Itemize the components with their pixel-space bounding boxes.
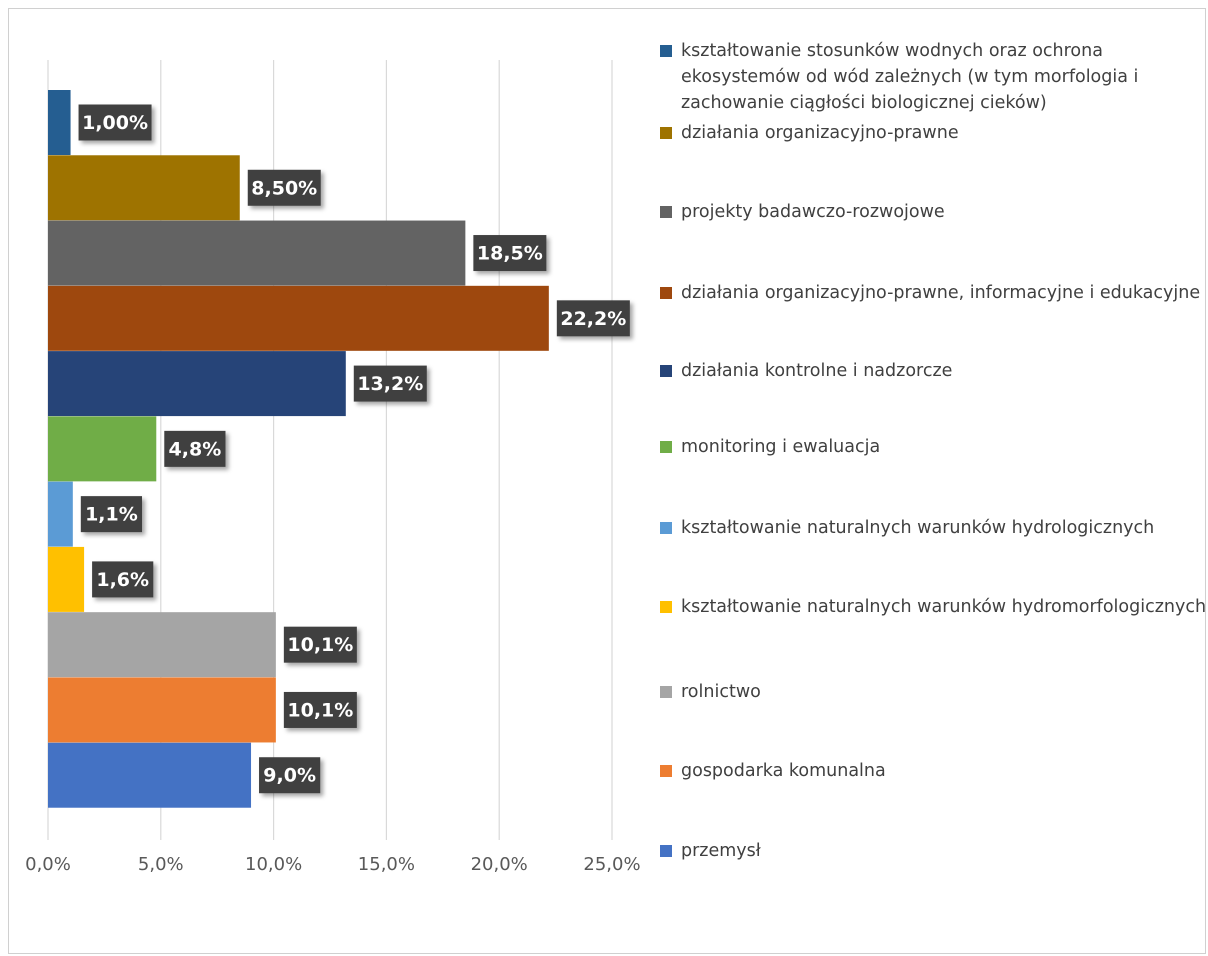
bar: [48, 351, 346, 417]
legend-swatch: [660, 365, 672, 377]
legend-swatch: [660, 845, 672, 857]
legend-label: kształtowanie naturalnych warunków hydro…: [681, 518, 1155, 538]
x-tick-label: 25,0%: [583, 854, 640, 875]
legend-label: kształtowanie stosunków wodnych oraz och…: [681, 41, 1139, 113]
legend-swatch: [660, 127, 672, 139]
bar: [48, 742, 252, 808]
data-label: 10,1%: [283, 691, 357, 728]
legend-swatch: [660, 601, 672, 613]
data-label-text: 18,5%: [477, 243, 543, 265]
bars: [48, 90, 549, 808]
data-label-box: [473, 235, 547, 272]
legend-swatch: [660, 287, 672, 299]
legend-item: kształtowanie stosunków wodnych oraz och…: [660, 38, 1208, 116]
data-label-text: 8,50%: [251, 177, 317, 199]
x-tick-label: 5,0%: [138, 854, 184, 875]
legend-item: działania organizacyjno-prawne, informac…: [660, 280, 1208, 306]
data-label-box: [164, 430, 226, 467]
legend: kształtowanie stosunków wodnych oraz och…: [660, 0, 1208, 956]
legend-swatch: [660, 45, 672, 57]
legend-item: kształtowanie naturalnych warunków hydro…: [660, 515, 1208, 541]
bar: [48, 220, 466, 286]
data-labels: 1,00% 8,50% 18,5% 22,2% 13,2% 4,8% 1,1% 1,6% 10,…: [78, 104, 630, 794]
bar: [48, 155, 240, 221]
legend-item: gospodarka komunalna: [660, 758, 1208, 784]
data-label: 22,2%: [556, 300, 630, 337]
data-label-box: [283, 691, 357, 728]
data-label-text: 9,0%: [263, 765, 316, 787]
data-label-text: 4,8%: [169, 438, 222, 460]
legend-swatch: [660, 686, 672, 698]
bar: [48, 285, 549, 351]
data-label-text: 1,00%: [82, 112, 148, 134]
data-label: 8,50%: [247, 169, 321, 206]
legend-label: gospodarka komunalna: [681, 761, 886, 781]
legend-swatch: [660, 522, 672, 534]
legend-swatch: [660, 206, 672, 218]
data-label-box: [78, 104, 152, 141]
data-label: 4,8%: [164, 430, 226, 467]
legend-item: przemysł: [660, 838, 1208, 864]
data-label-text: 1,6%: [96, 569, 149, 591]
data-label: 13,2%: [353, 365, 427, 402]
data-label: 10,1%: [283, 626, 357, 663]
data-label: 1,1%: [80, 496, 143, 533]
data-label-text: 22,2%: [560, 308, 626, 330]
data-label-box: [283, 626, 357, 663]
legend-label: kształtowanie naturalnych warunków hydro…: [681, 597, 1207, 617]
legend-swatch: [660, 441, 672, 453]
data-label: 1,6%: [92, 561, 154, 598]
x-axis-ticks: 0,0% 5,0% 10,0% 15,0% 20,0% 25,0%: [25, 854, 640, 875]
data-label-box: [259, 757, 321, 794]
legend-item: rolnictwo: [660, 679, 1208, 705]
bar: [48, 546, 85, 612]
data-label-box: [92, 561, 154, 598]
data-label: 18,5%: [473, 235, 547, 272]
bar: [48, 416, 157, 482]
legend-label: monitoring i ewaluacja: [681, 437, 881, 457]
data-label-box: [247, 169, 321, 206]
bar: [48, 612, 276, 678]
data-label-text: 10,1%: [287, 634, 353, 656]
legend-item: projekty badawczo-rozwojowe: [660, 199, 1208, 225]
legend-label: przemysł: [681, 841, 761, 861]
legend-label: działania kontrolne i nadzorcze: [681, 361, 953, 381]
data-label-text: 10,1%: [287, 699, 353, 721]
legend-item: kształtowanie naturalnych warunków hydro…: [660, 594, 1208, 620]
x-tick-label: 10,0%: [245, 854, 302, 875]
x-tick-label: 20,0%: [471, 854, 528, 875]
data-label-box: [556, 300, 630, 337]
legend-item: działania organizacyjno-prawne: [660, 120, 1208, 146]
legend-label: projekty badawczo-rozwojowe: [681, 202, 945, 222]
legend-swatch: [660, 765, 672, 777]
x-tick-label: 15,0%: [358, 854, 415, 875]
data-label: 9,0%: [259, 757, 321, 794]
legend-item: działania kontrolne i nadzorcze: [660, 358, 1208, 384]
data-label-box: [80, 496, 143, 533]
data-label: 1,00%: [78, 104, 152, 141]
data-label-text: 13,2%: [357, 373, 423, 395]
bar: [48, 90, 71, 155]
x-tick-label: 0,0%: [25, 854, 71, 875]
data-label-text: 1,1%: [85, 504, 138, 526]
legend-label: rolnictwo: [681, 682, 761, 702]
bar-chart-plot: 1,00% 8,50% 18,5% 22,2% 13,2% 4,8% 1,1% 1,6% 10,…: [25, 60, 641, 875]
bar: [48, 677, 276, 743]
data-label-box: [353, 365, 427, 402]
bar: [48, 481, 73, 547]
legend-label: działania organizacyjno-prawne: [681, 123, 959, 143]
legend-item: monitoring i ewaluacja: [660, 434, 1208, 460]
legend-label: działania organizacyjno-prawne, informac…: [681, 283, 1201, 303]
